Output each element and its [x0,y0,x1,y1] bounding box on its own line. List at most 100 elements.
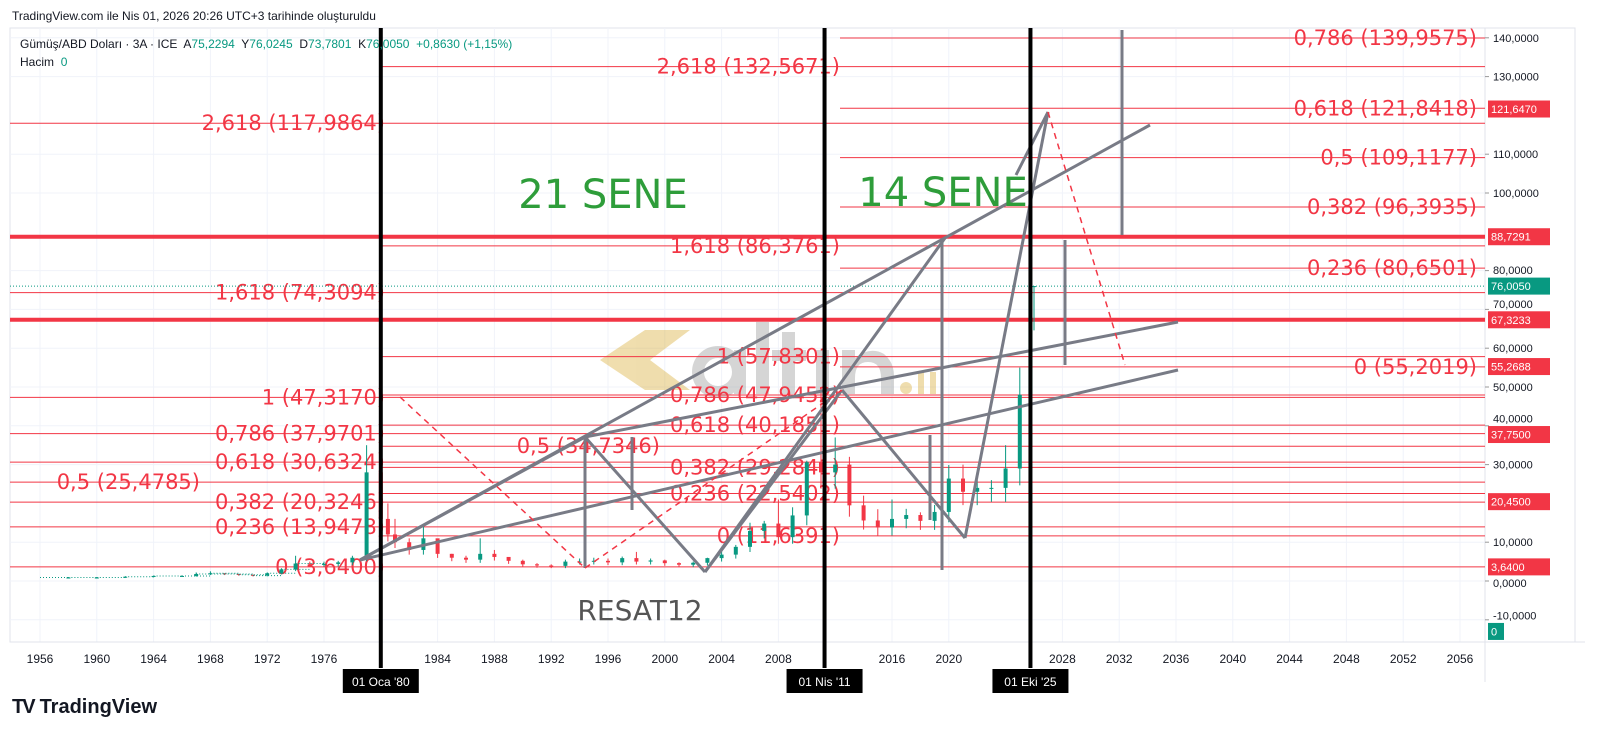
candle-body [861,505,866,521]
fib-dashed-line [1047,111,1126,366]
candle-body [464,557,468,560]
fib-level-label: 0,236 (13,9478) [215,515,385,539]
y-tick-label: 100,0000 [1493,188,1539,200]
fib-dashed-line [399,396,586,569]
x-tick-label: 2004 [708,652,735,666]
close-value: 76,0050 [366,37,410,51]
tradingview-logo-icon: TV [12,696,36,718]
price-chart[interactable]: 0 (3,6400)0,236 (13,9478)0,382 (20,3246)… [0,0,1600,696]
fib-level-label: 0 (55,2019) [1354,355,1477,379]
y-tick-label: 0,0000 [1493,578,1527,590]
price-label-badge [1488,426,1550,444]
fib-level-label: 1,618 (74,3094) [215,281,385,305]
candle-body [932,511,937,521]
fib-level-label: 2,618 (117,9864) [202,111,385,135]
x-tick-label: 2048 [1333,652,1360,666]
price-label: 20,4500 [1491,497,1531,509]
candle-body [748,530,752,547]
candle-body [364,472,369,558]
watermark-letter-a [692,346,744,398]
span-label-14-years: 14 SENE [858,170,1027,216]
x-tick-label: 1976 [311,652,338,666]
candle-body [705,558,710,563]
candle-body [492,553,497,557]
candle-body [662,560,667,564]
candle-body [989,487,994,489]
candle-body [833,464,838,473]
x-tick-label: 2028 [1049,652,1076,666]
low-value: 73,7801 [308,37,352,51]
y-tick-label: 80,0000 [1493,265,1533,277]
x-tick-label: 2056 [1447,652,1474,666]
author-text: RESAT12 [577,594,702,627]
candle-body [449,553,454,558]
vertical-marker-badge [992,669,1069,693]
vertical-marker-badge [786,669,863,693]
candle-body [478,553,483,560]
fib-level-label: 0,382 (20,3246) [215,490,385,514]
x-tick-label: 1956 [27,652,54,666]
x-tick-label: 1992 [538,652,565,666]
price-label: 37,7500 [1491,430,1531,442]
symbol-name[interactable]: Gümüş/ABD Doları · 3A · ICE [20,37,178,51]
price-label: 88,7291 [1491,232,1531,244]
x-tick-label: 2036 [1163,652,1190,666]
price-label: 76,0050 [1491,281,1531,293]
price-label: 67,3233 [1491,315,1531,327]
y-tick-label: 40,0000 [1493,414,1533,426]
trend-line [583,436,707,573]
price-label-badge [1488,358,1550,376]
tradingview-brand: TV TradingView [12,696,157,719]
vertical-marker-label: 01 Nis '11 [798,675,850,689]
candle-body [549,565,554,567]
watermark-logo [600,322,936,398]
candle-body [407,542,412,550]
candle-body [520,560,525,565]
price-label-badge [1488,228,1550,246]
candle-body [634,558,639,562]
candle-body [918,515,923,521]
x-tick-label: 1964 [140,652,167,666]
price-label: 3,6400 [1491,562,1525,574]
candle-body [975,487,980,492]
watermark-logo-icon [600,330,690,390]
candle-body [506,556,511,561]
low-label: D [299,37,309,51]
candle-body [194,574,199,576]
x-tick-label: 1968 [197,652,224,666]
candle-body [719,554,724,559]
y-tick-label: 130,0000 [1493,72,1539,84]
price-label: 0 [1491,626,1497,638]
candle-body [535,564,539,566]
candle-body [847,464,852,506]
high-value: 76,0245 [249,37,293,51]
fib-level-label: 0,786 (139,9575) [1294,26,1477,50]
candle-body [691,562,696,565]
candle-body [322,563,326,565]
y-tick-label: 10,0000 [1493,537,1533,549]
candle-body [890,518,894,528]
candle-body [819,462,823,473]
y-tick-label: -10,0000 [1493,610,1536,622]
x-tick-label: 2016 [879,652,906,666]
candle-body [790,515,795,538]
candle-body [1017,394,1022,469]
candle-body [1003,468,1008,488]
candle-body [606,560,610,563]
vertical-marker-label: 01 Oca '80 [352,675,410,689]
trend-line [584,320,1179,439]
symbol-legend: Gümüş/ABD Doları · 3A · ICE A75,2294 Y76… [20,37,512,69]
price-label-badge [1488,277,1550,295]
price-label: 55,2688 [1491,362,1531,374]
candle-body [648,560,653,562]
x-tick-label: 2008 [765,652,792,666]
x-tick-label: 2000 [651,652,678,666]
fib-level-label: 1,618 (86,3761) [670,234,840,258]
fib-level-label: 0,236 (80,6501) [1307,256,1477,280]
x-tick-label: 1996 [595,652,622,666]
candle-body [393,534,397,543]
x-tick-label: 1960 [83,652,110,666]
y-tick-label: 70,0000 [1493,299,1533,311]
volume-value: 0 [60,55,68,69]
x-tick-label: 1988 [481,652,508,666]
